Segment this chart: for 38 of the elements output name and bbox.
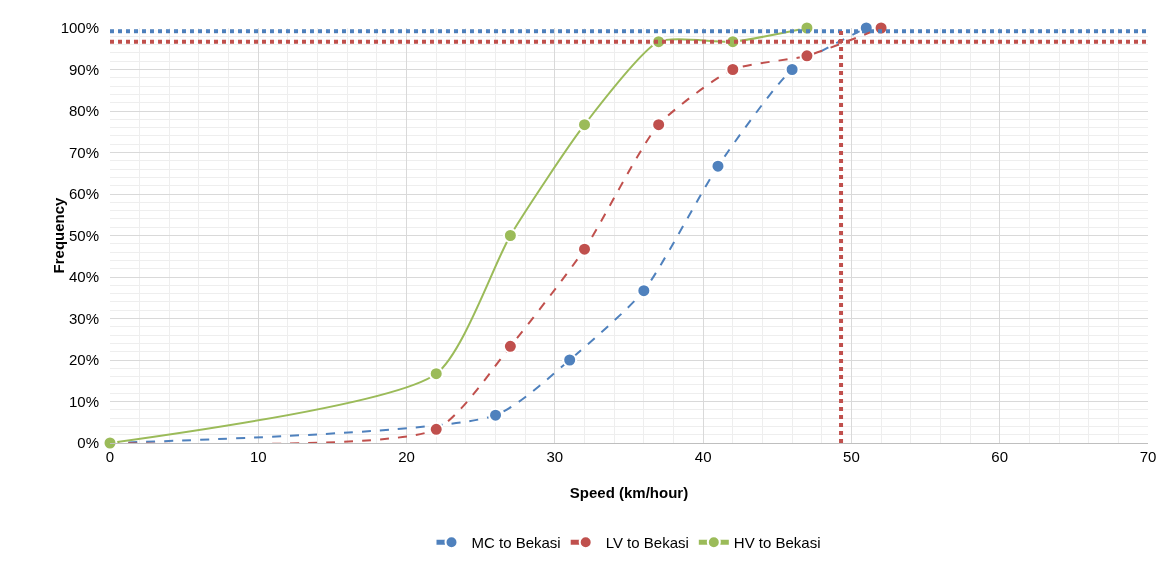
legend-label: LV to Bekasi xyxy=(605,534,689,552)
y-tick-label: 10% xyxy=(68,392,99,410)
x-axis-title: Speed (km/hour) xyxy=(569,484,689,501)
y-tick-label: 50% xyxy=(68,226,99,244)
y-tick-label: 20% xyxy=(68,351,99,369)
y-axis-title: Frequency xyxy=(49,196,67,274)
legend-label: MC to Bekasi xyxy=(471,534,561,552)
point xyxy=(562,352,578,368)
y-tick-label: 30% xyxy=(68,309,99,327)
point xyxy=(488,407,504,423)
y-tick-label: 100% xyxy=(60,19,99,37)
x-tick-label: 0 xyxy=(105,448,115,465)
point xyxy=(577,117,593,133)
point xyxy=(428,421,444,437)
x-tick-label: 10 xyxy=(249,448,267,465)
y-tick-label: 80% xyxy=(68,102,99,120)
legend-label: HV to Bekasi xyxy=(733,534,821,552)
x-tick-label: 40 xyxy=(694,448,712,465)
point xyxy=(428,366,444,382)
point xyxy=(502,228,518,243)
y-tick-label: 40% xyxy=(68,268,99,286)
x-tick-label: 70 xyxy=(1139,448,1157,465)
point xyxy=(577,241,593,257)
y-tick-label: 60% xyxy=(68,185,99,203)
y-tick-label: 0% xyxy=(77,434,99,452)
point xyxy=(725,62,741,77)
point xyxy=(799,48,815,64)
x-tick-label: 20 xyxy=(398,448,415,465)
point xyxy=(784,62,800,77)
y-tick-label: 90% xyxy=(68,60,99,78)
x-tick-label: 60 xyxy=(991,448,1009,465)
point xyxy=(636,283,652,299)
point xyxy=(651,117,667,133)
x-tick-label: 50 xyxy=(843,448,860,465)
y-tick-label: 70% xyxy=(68,143,99,161)
point xyxy=(502,338,518,354)
point xyxy=(710,158,726,174)
x-tick-label: 30 xyxy=(546,448,564,465)
